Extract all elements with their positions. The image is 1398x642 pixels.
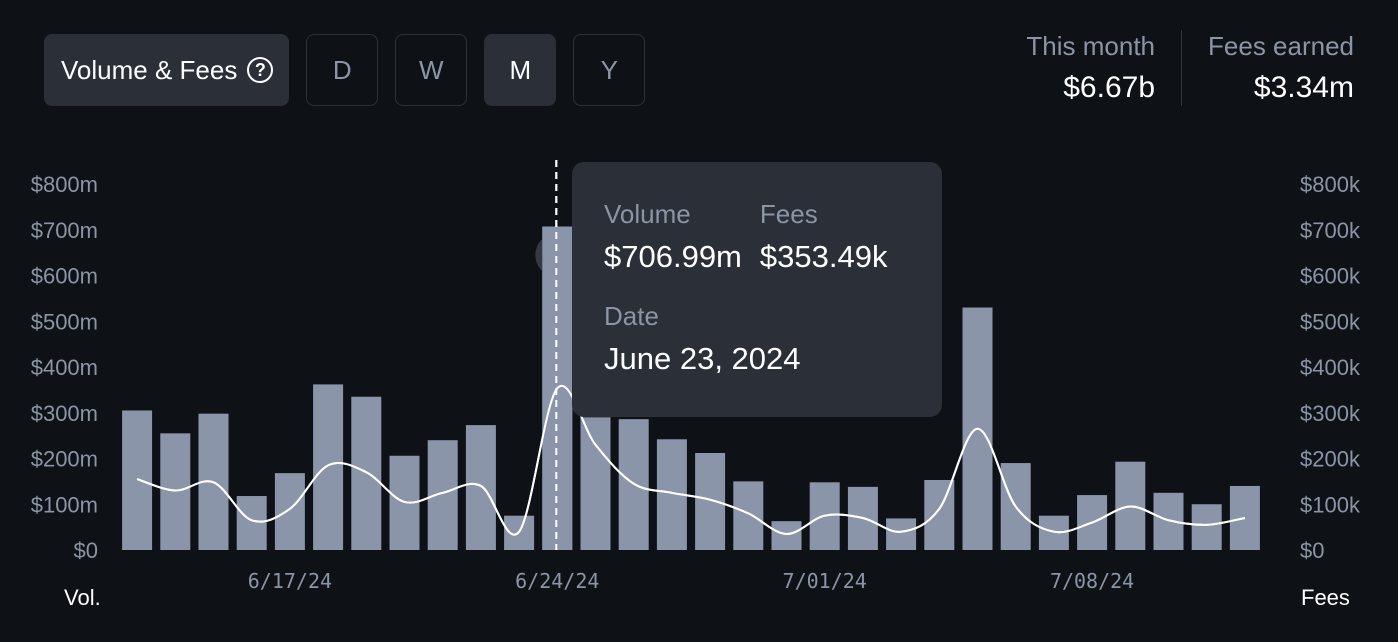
this-month-value: $6.67b: [1063, 71, 1156, 104]
fees-earned-label: Fees earned: [1208, 31, 1354, 61]
chart-tooltip: Volume $706.99m Fees $353.49k Date June …: [572, 162, 942, 417]
left-tick-label: $800m: [31, 172, 98, 197]
volume-bar[interactable]: [924, 480, 955, 550]
left-tick-label: $200m: [31, 447, 98, 472]
right-tick-label: $500k: [1300, 309, 1361, 334]
help-icon[interactable]: ?: [247, 57, 274, 83]
volume-bar[interactable]: [351, 396, 382, 550]
volume-bar[interactable]: [465, 425, 496, 550]
volume-bar[interactable]: [313, 384, 344, 550]
toolbar: Volume & Fees ? D W M Y: [44, 34, 646, 106]
this-month-stat: This month $6.67b: [1000, 30, 1181, 106]
tooltip-fees: Fees $353.49k: [760, 198, 888, 276]
right-tick-label: $700k: [1300, 218, 1361, 243]
left-axis-name: Vol.: [64, 585, 101, 610]
right-tick-label: $400k: [1300, 355, 1361, 380]
tooltip-volume: Volume $706.99m: [604, 198, 742, 276]
fees-earned-value: $3.34m: [1253, 71, 1354, 104]
volume-bar[interactable]: [122, 410, 153, 550]
volume-bar[interactable]: [236, 496, 267, 550]
tooltip-fees-value: $353.49k: [759, 239, 888, 274]
right-tick-label: $300k: [1300, 401, 1361, 426]
volume-bar[interactable]: [1191, 504, 1222, 550]
help-icon-glyph: ?: [254, 59, 266, 80]
x-tick-label: 6/24/24: [515, 569, 599, 593]
x-tick-label: 7/08/24: [1050, 569, 1134, 593]
this-month-label: This month: [1026, 31, 1156, 61]
volume-bar[interactable]: [695, 453, 726, 550]
tooltip-fees-label: Fees: [759, 199, 818, 229]
right-tick-label: $800k: [1300, 172, 1361, 197]
x-tick-label: 7/01/24: [783, 569, 867, 593]
tooltip-date-value: June 23, 2024: [604, 341, 801, 376]
metric-selector-label: Volume & Fees: [61, 54, 238, 85]
volume-bar[interactable]: [427, 440, 458, 550]
range-button-month[interactable]: M: [484, 34, 557, 106]
fees-line-overlay: [136, 384, 1246, 536]
range-button-year[interactable]: Y: [573, 34, 646, 106]
range-label: Y: [600, 54, 618, 85]
summary-stats: This month $6.67b Fees earned $3.34m: [1000, 30, 1354, 106]
x-tick-label: 6/17/24: [248, 569, 332, 593]
right-tick-label: $100k: [1300, 492, 1361, 517]
range-label: M: [509, 54, 532, 85]
left-tick-label: $300m: [31, 401, 98, 426]
volume-bar[interactable]: [1153, 492, 1184, 550]
tooltip-volume-label: Volume: [604, 199, 691, 229]
range-label: W: [419, 54, 444, 85]
right-axis-name: Fees: [1301, 585, 1350, 610]
volume-bar[interactable]: [771, 521, 802, 550]
left-tick-label: $500m: [31, 309, 98, 334]
volume-bar[interactable]: [580, 417, 611, 550]
left-tick-label: $400m: [31, 355, 98, 380]
left-tick-label: $600m: [31, 264, 98, 289]
volume-bar[interactable]: [160, 433, 191, 550]
right-tick-label: $200k: [1300, 447, 1361, 472]
left-tick-label: $0: [74, 538, 98, 563]
range-button-week[interactable]: W: [395, 34, 468, 106]
volume-bar[interactable]: [733, 481, 764, 550]
tooltip-volume-value: $706.99m: [604, 239, 742, 274]
tooltip-date: Date June 23, 2024: [604, 300, 910, 378]
left-tick-label: $700m: [31, 218, 98, 243]
right-tick-label: $600k: [1300, 264, 1361, 289]
left-tick-label: $100m: [31, 492, 98, 517]
fees-earned-stat: Fees earned $3.34m: [1181, 30, 1354, 106]
range-label: D: [332, 54, 352, 85]
right-tick-label: $0: [1300, 538, 1324, 563]
range-button-day[interactable]: D: [306, 34, 379, 106]
volume-bar[interactable]: [274, 473, 305, 550]
metric-selector-button[interactable]: Volume & Fees ?: [44, 34, 290, 106]
tooltip-date-label: Date: [604, 301, 659, 331]
volume-bar[interactable]: [886, 518, 917, 550]
